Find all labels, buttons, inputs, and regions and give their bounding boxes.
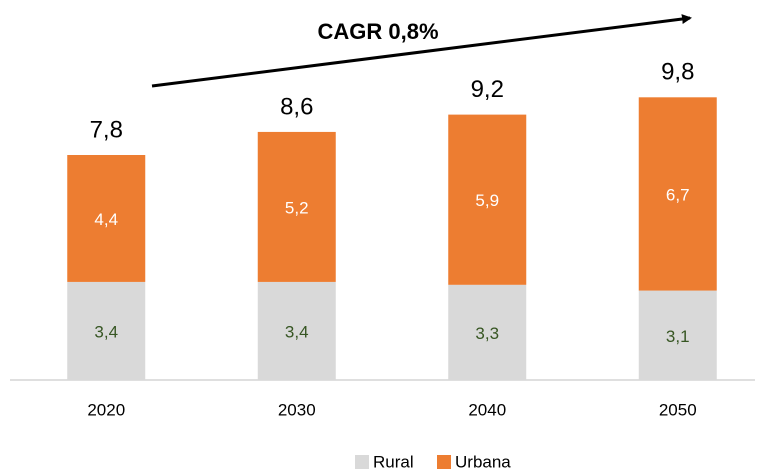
data-label: 3,3 [475, 324, 499, 343]
legend-swatch [355, 455, 369, 469]
total-label: 8,6 [280, 93, 313, 120]
data-label: 5,2 [285, 198, 309, 217]
bar-segment [67, 281, 146, 380]
bar-segment [67, 155, 146, 282]
data-label: 6,7 [666, 185, 690, 204]
x-tick-label: 2050 [659, 400, 697, 419]
bar-segment [448, 284, 527, 380]
bar-segment [257, 131, 336, 282]
data-label: 3,1 [666, 327, 690, 346]
data-label: 4,4 [94, 210, 118, 229]
bar-segment [448, 114, 527, 285]
x-tick-label: 2040 [468, 400, 506, 419]
bar-segment [257, 281, 336, 380]
legend-label: Urbana [455, 452, 511, 471]
bar-segment [638, 290, 717, 380]
data-label: 5,9 [475, 191, 499, 210]
bar-segment [638, 97, 717, 291]
annotation: CAGR 0,8% [317, 19, 438, 44]
total-label: 9,8 [661, 59, 694, 86]
x-tick-label: 2020 [87, 400, 125, 419]
legend-swatch [437, 455, 451, 469]
data-label: 3,4 [285, 322, 309, 341]
x-tick-label: 2030 [278, 400, 316, 419]
trend-arrow [151, 14, 692, 88]
data-label: 3,4 [94, 322, 118, 341]
legend-label: Rural [373, 452, 414, 471]
total-label: 9,2 [471, 76, 504, 103]
total-label: 7,8 [90, 116, 123, 143]
